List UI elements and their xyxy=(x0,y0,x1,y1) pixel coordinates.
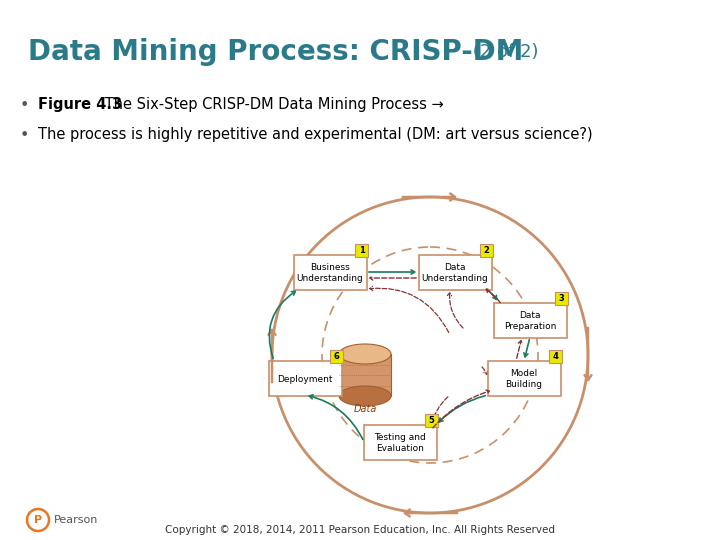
Bar xyxy=(339,354,391,396)
FancyBboxPatch shape xyxy=(364,424,436,460)
Text: Testing and
Evaluation: Testing and Evaluation xyxy=(374,434,426,453)
FancyBboxPatch shape xyxy=(493,302,567,338)
Text: The Six-Step CRISP-DM Data Mining Process →: The Six-Step CRISP-DM Data Mining Proces… xyxy=(100,98,444,112)
FancyBboxPatch shape xyxy=(487,361,560,395)
Ellipse shape xyxy=(339,386,391,406)
Text: 1: 1 xyxy=(359,246,364,255)
Text: P: P xyxy=(34,515,42,525)
FancyBboxPatch shape xyxy=(549,350,562,363)
Text: Data Mining Process: CRISP-DM: Data Mining Process: CRISP-DM xyxy=(28,38,523,66)
Text: Model
Building: Model Building xyxy=(505,369,542,388)
Ellipse shape xyxy=(339,344,391,364)
Text: 5: 5 xyxy=(428,416,434,425)
FancyBboxPatch shape xyxy=(480,244,493,257)
Text: 4: 4 xyxy=(552,352,559,361)
Text: •: • xyxy=(20,127,30,143)
FancyBboxPatch shape xyxy=(418,254,492,289)
FancyBboxPatch shape xyxy=(269,361,341,395)
Text: 3: 3 xyxy=(559,294,564,303)
Text: 6: 6 xyxy=(333,352,339,361)
Text: Data: Data xyxy=(354,404,377,414)
Text: Data
Preparation: Data Preparation xyxy=(504,312,556,330)
Text: Data
Understanding: Data Understanding xyxy=(422,264,488,282)
Text: Figure 4.3: Figure 4.3 xyxy=(38,98,122,112)
FancyBboxPatch shape xyxy=(355,244,369,257)
Text: Copyright © 2018, 2014, 2011 Pearson Education, Inc. All Rights Reserved: Copyright © 2018, 2014, 2011 Pearson Edu… xyxy=(165,525,555,535)
Text: Deployment: Deployment xyxy=(277,375,333,383)
Text: Business
Understanding: Business Understanding xyxy=(297,264,364,282)
Text: •: • xyxy=(20,98,30,112)
FancyBboxPatch shape xyxy=(294,254,366,289)
Text: 2: 2 xyxy=(484,246,490,255)
Text: The process is highly repetitive and experimental (DM: art versus science?): The process is highly repetitive and exp… xyxy=(38,127,593,143)
FancyBboxPatch shape xyxy=(330,350,343,363)
FancyBboxPatch shape xyxy=(425,414,438,427)
FancyBboxPatch shape xyxy=(554,292,568,305)
Text: Pearson: Pearson xyxy=(54,515,99,525)
Text: (2 of 2): (2 of 2) xyxy=(467,43,539,61)
